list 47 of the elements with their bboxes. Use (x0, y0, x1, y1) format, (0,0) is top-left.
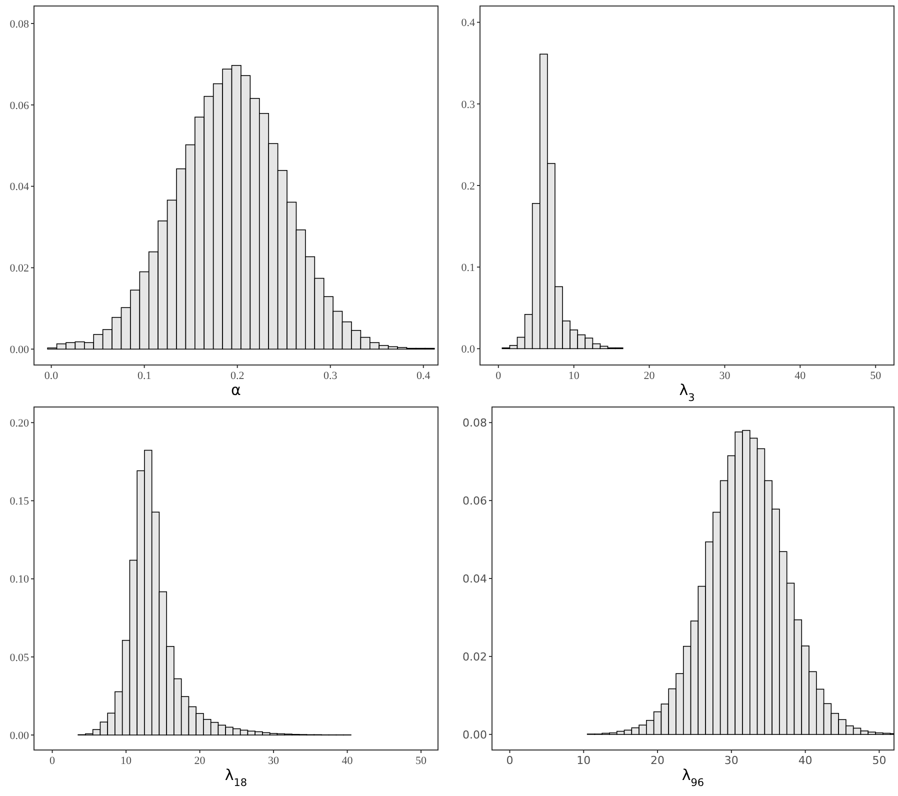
x-tick-label: 20 (194, 755, 206, 767)
x-tick-label: 10 (576, 754, 591, 767)
y-tick-label: 0.0 (461, 344, 476, 356)
x-tick-label: 10 (568, 370, 580, 382)
y-tick-label: 0.08 (462, 416, 487, 430)
y-tick-label: 0.2 (461, 180, 475, 192)
x-tick-label: 50 (870, 370, 882, 382)
y-tick-label: 0.00 (10, 344, 30, 356)
y-tick-label: 0.08 (10, 18, 30, 30)
y-tick-label: 0.3 (461, 98, 476, 111)
y-tick-label: 0.4 (461, 17, 476, 30)
y-tick-label: 0.10 (10, 574, 30, 586)
y-tick-label: 0.04 (10, 181, 30, 194)
x-tick-label: 0 (496, 370, 502, 382)
x-tick-label: 0.2 (230, 370, 244, 382)
x-tick-label: 50 (416, 755, 428, 767)
x-tick-label: 30 (268, 755, 280, 767)
y-tick-label: 0.02 (10, 262, 29, 275)
y-tick-label: 0.15 (10, 496, 30, 508)
y-tick-label: 0.00 (10, 730, 30, 742)
x-tick-label: 0.3 (323, 370, 338, 382)
x-axis-title: λ$_{3}$ (679, 381, 695, 404)
x-tick-label: 0.1 (137, 370, 152, 382)
x-axis-title: λ$_{96}$ (682, 766, 704, 789)
x-tick-label: 0.4 (416, 370, 431, 382)
y-tick-label: 0.04 (462, 572, 487, 586)
y-tick-label: 0.1 (461, 262, 475, 274)
x-tick-label: 30 (724, 754, 738, 767)
x-tick-label: 0.0 (44, 370, 59, 382)
x-tick-label: 50 (872, 754, 886, 767)
x-tick-label: 40 (794, 370, 806, 382)
x-tick-label: 40 (342, 755, 354, 767)
y-tick-label: 0.05 (10, 652, 30, 664)
y-tick-label: 0.06 (10, 100, 30, 112)
x-tick-label: 0 (506, 754, 514, 767)
y-tick-label: 0.02 (462, 650, 487, 664)
x-axis-title: α (231, 381, 242, 399)
x-tick-label: 30 (719, 370, 731, 382)
x-tick-label: 0 (50, 755, 56, 767)
x-tick-label: 10 (120, 755, 132, 767)
x-axis-title: λ$_{18}$ (224, 766, 248, 789)
y-tick-label: 0.06 (462, 494, 487, 508)
x-tick-label: 40 (798, 754, 812, 767)
x-tick-label: 20 (650, 754, 665, 767)
y-tick-label: 0.20 (10, 417, 30, 430)
y-tick-label: 0.00 (462, 728, 487, 742)
x-tick-label: 20 (644, 370, 656, 382)
